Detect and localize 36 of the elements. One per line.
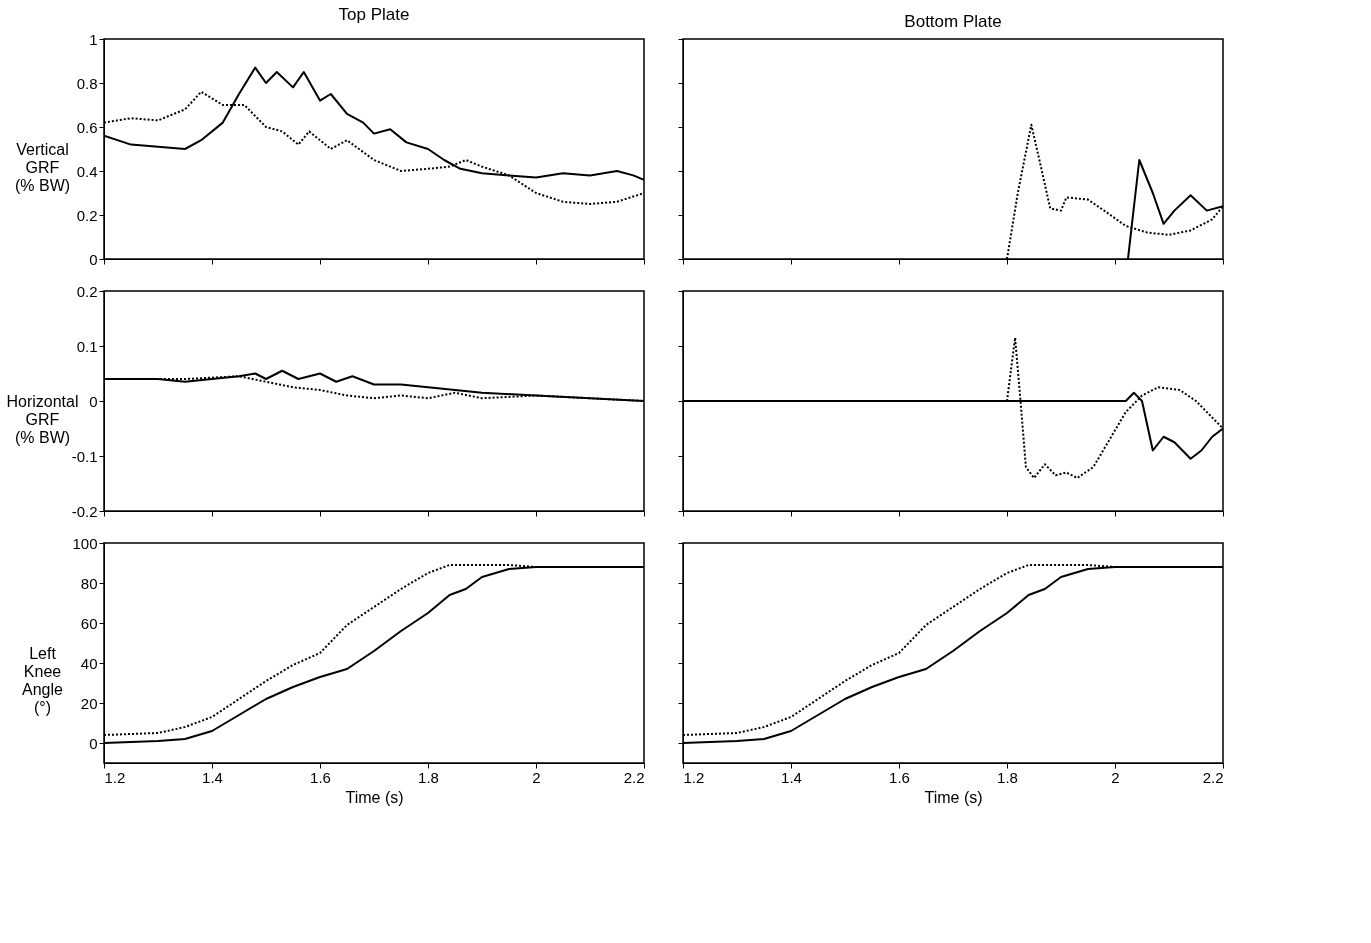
- x-tick-label: 1.2: [683, 768, 705, 786]
- x-tick-label: 1.4: [781, 768, 802, 786]
- x-tick-label: 2.2: [1202, 768, 1224, 786]
- y-axis-title: Vertical GRF (% BW): [14, 140, 71, 194]
- y-tick-label: 0.1: [76, 337, 98, 355]
- x-tick-label: 2: [1111, 768, 1120, 786]
- x-tick-label: 1.8: [418, 768, 439, 786]
- chart-title: Bottom Plate: [904, 11, 1002, 31]
- y-tick-label: 40: [80, 654, 98, 672]
- x-tick-label: 1.4: [202, 768, 223, 786]
- y-tick-label: 0.4: [76, 162, 98, 180]
- x-axis-title: Time (s): [345, 788, 404, 806]
- y-tick-label: 100: [72, 534, 98, 552]
- x-tick-label: 1.6: [310, 768, 331, 786]
- x-axis-title: Time (s): [924, 788, 983, 806]
- x-tick-label: 1.6: [889, 768, 910, 786]
- y-axis-title: Left Knee Angle (°): [22, 644, 64, 716]
- x-tick-label: 1.2: [104, 768, 126, 786]
- y-tick-label: 60: [80, 614, 98, 632]
- y-tick-label: -0.1: [71, 447, 98, 465]
- y-tick-label: 0.2: [76, 206, 98, 224]
- y-tick-label: 0: [89, 250, 98, 268]
- y-tick-label: 80: [80, 574, 98, 592]
- y-tick-label: 1: [89, 30, 98, 48]
- y-tick-label: -0.2: [71, 502, 98, 520]
- y-tick-label: 0.6: [76, 118, 98, 136]
- x-tick-label: 2.2: [623, 768, 645, 786]
- y-tick-label: 0.8: [76, 74, 98, 92]
- y-tick-label: 0: [89, 734, 98, 752]
- y-tick-label: 0: [89, 392, 98, 410]
- y-axis-title: Horizontal GRF (% BW): [6, 392, 79, 446]
- y-tick-label: 20: [80, 694, 98, 712]
- chart-title: Top Plate: [338, 5, 410, 24]
- x-tick-label: 1.8: [997, 768, 1018, 786]
- y-tick-label: 0.2: [76, 282, 98, 300]
- x-tick-label: 2: [532, 768, 541, 786]
